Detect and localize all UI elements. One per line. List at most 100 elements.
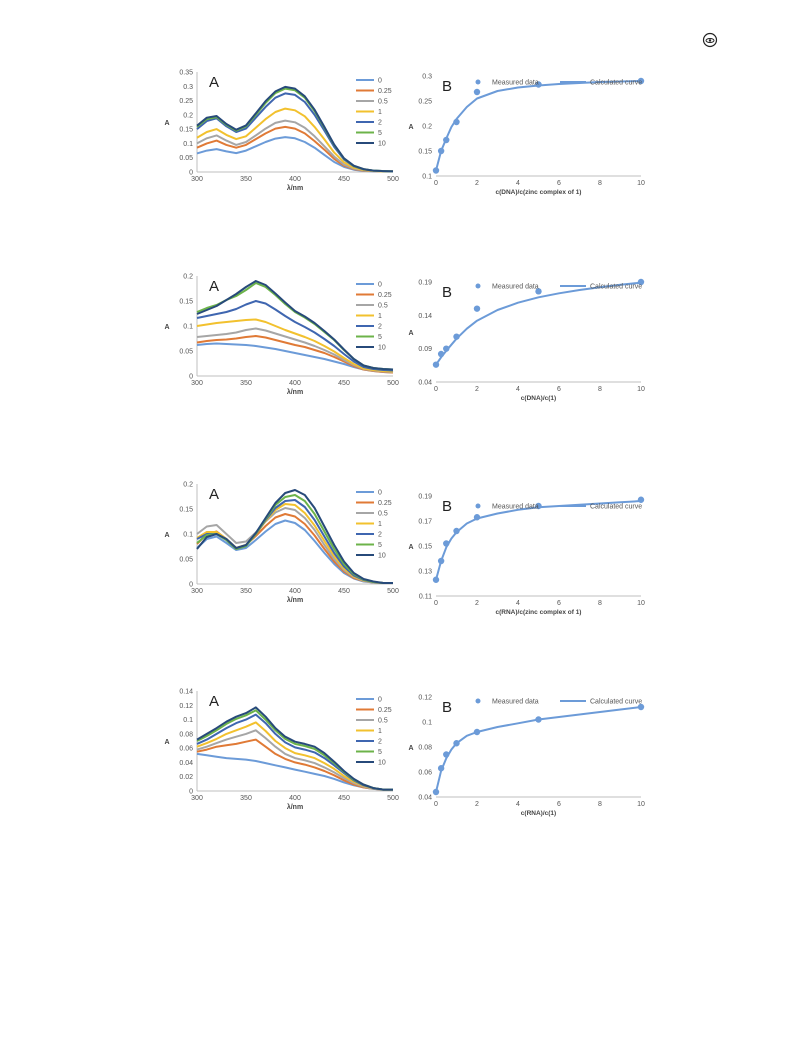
legend-label: 2 (378, 532, 382, 539)
x-axis-label: c(RNA)/c(zinc complex of 1) (496, 609, 582, 616)
y-tick-label: 0.1 (183, 532, 193, 539)
y-tick-label: 0.15 (179, 507, 193, 514)
y-tick-label: 0.05 (179, 155, 193, 162)
measured-point (432, 167, 440, 174)
chart-6-panel-B: 0 2 4 6 8 10 0.11 0.13 0.15 0.17 0.19 Ac(RNA)/c(zin… (408, 494, 645, 617)
measured-point (432, 576, 440, 583)
y-tick-label: 0.15 (418, 149, 432, 156)
chart-3-panel-A: 300 350 400 450 500 0 0.05 0.1 0.15 0.2 Aλ/nm A 0 0.2… (164, 274, 398, 397)
x-tick-label: 350 (240, 588, 252, 595)
y-tick-label: 0.1 (183, 141, 193, 148)
y-tick-label: 0.02 (179, 774, 193, 781)
series-line-1 (196, 721, 393, 791)
chart-1-panel-A: 300 350 400 450 500 0 0.05 0.1 0.15 0.2 0.25 0.3 0.3… (164, 70, 398, 193)
y-tick-label: 0 (189, 170, 193, 177)
legend-label: 10 (378, 553, 386, 560)
measured-point (535, 288, 542, 295)
y-tick-label: 0.15 (418, 544, 432, 551)
y-tick-label: 0 (189, 374, 193, 381)
x-tick-label: 300 (191, 588, 203, 595)
x-tick-label: 6 (557, 180, 561, 187)
legend-label: 0 (378, 697, 382, 704)
x-tick-label: 8 (598, 180, 602, 187)
x-tick-label: 2 (475, 600, 479, 607)
x-axis-label: c(DNA)/c(1) (521, 395, 556, 402)
y-tick-label: 0 (189, 582, 193, 589)
x-tick-label: 450 (338, 380, 350, 387)
x-tick-label: 8 (598, 801, 602, 808)
measured-point (535, 716, 542, 723)
legend-label: 0 (378, 282, 382, 289)
measured-point (637, 496, 645, 503)
legend-label: 0 (378, 490, 382, 497)
x-tick-label: 400 (289, 588, 301, 595)
y-tick-label: 0.08 (179, 731, 193, 738)
y-tick-label: 0.2 (183, 274, 193, 281)
y-axis-label: A (408, 124, 413, 131)
measured-point (473, 514, 481, 521)
series-line-10 (196, 85, 394, 173)
y-tick-label: 0.1 (422, 720, 432, 727)
legend-label: Calculated curve (590, 504, 642, 511)
chart-2-panel-B: 0 2 4 6 8 10 0.1 0.15 0.2 0.25 0.3 Ac(DNA)/c(zinc c… (408, 74, 645, 197)
y-tick-label: 0.12 (179, 703, 193, 710)
measured-point (453, 333, 460, 340)
y-tick-label: 0.12 (418, 695, 432, 702)
x-tick-label: 400 (289, 380, 301, 387)
y-tick-label: 0.08 (418, 745, 432, 752)
eye-icon[interactable] (702, 32, 718, 48)
x-tick-label: 10 (637, 600, 645, 607)
measured-point (637, 703, 645, 711)
legend-label: 1 (378, 109, 382, 116)
y-tick-label: 0.3 (183, 84, 193, 91)
legend-label: 0.5 (378, 511, 388, 518)
y-tick-label: 0.14 (179, 689, 193, 696)
legend-label: Calculated curve (590, 699, 642, 706)
x-tick-label: 2 (475, 180, 479, 187)
measured-point (437, 765, 445, 772)
x-tick-label: 6 (557, 386, 561, 393)
y-tick-label: 0.15 (179, 299, 193, 306)
y-tick-label: 0.15 (179, 127, 193, 134)
measured-point (437, 350, 445, 358)
legend-label: 0.25 (378, 707, 392, 714)
calculated-curve (435, 281, 642, 366)
y-tick-label: 0.05 (179, 349, 193, 356)
chart-7-panel-A: 300 350 400 450 500 0 0.02 0.04 0.06 0.08 0.1 0.12 0… (164, 689, 398, 812)
series-line-10 (196, 489, 393, 584)
panel-letter: B (442, 284, 452, 301)
legend-label: 10 (378, 141, 386, 148)
panel-letter: A (209, 486, 219, 503)
measured-point (473, 305, 481, 312)
y-tick-label: 0.19 (418, 494, 432, 501)
measured-point (453, 740, 460, 747)
x-tick-label: 300 (191, 795, 203, 802)
x-tick-label: 2 (475, 801, 479, 808)
y-axis-label: A (164, 324, 169, 331)
legend-label: 1 (378, 728, 382, 735)
legend-label: Calculated curve (590, 284, 642, 291)
measured-point (535, 502, 542, 510)
measured-point (473, 88, 481, 96)
y-tick-label: 0.19 (418, 280, 432, 287)
y-tick-label: 0.2 (183, 482, 193, 489)
legend-label: 0.25 (378, 500, 392, 507)
panel-letter: A (209, 74, 219, 91)
series-line-0 (196, 519, 393, 584)
legend-label: 5 (378, 130, 382, 137)
legend-marker (475, 79, 481, 85)
x-tick-label: 4 (516, 801, 520, 808)
x-axis-label: c(DNA)/c(zinc complex of 1) (496, 189, 582, 196)
legend-label: Measured data (492, 504, 539, 511)
y-tick-label: 0.2 (183, 112, 193, 119)
x-axis-label: λ/nm (287, 596, 303, 604)
legend-label: Measured data (492, 699, 539, 706)
y-tick-label: 0.04 (418, 380, 432, 387)
y-axis-label: A (408, 745, 413, 752)
y-tick-label: 0.35 (179, 70, 193, 77)
measured-point (637, 278, 645, 286)
legend-label: Measured data (492, 80, 539, 87)
legend-label: 2 (378, 324, 382, 331)
x-tick-label: 500 (387, 176, 399, 183)
